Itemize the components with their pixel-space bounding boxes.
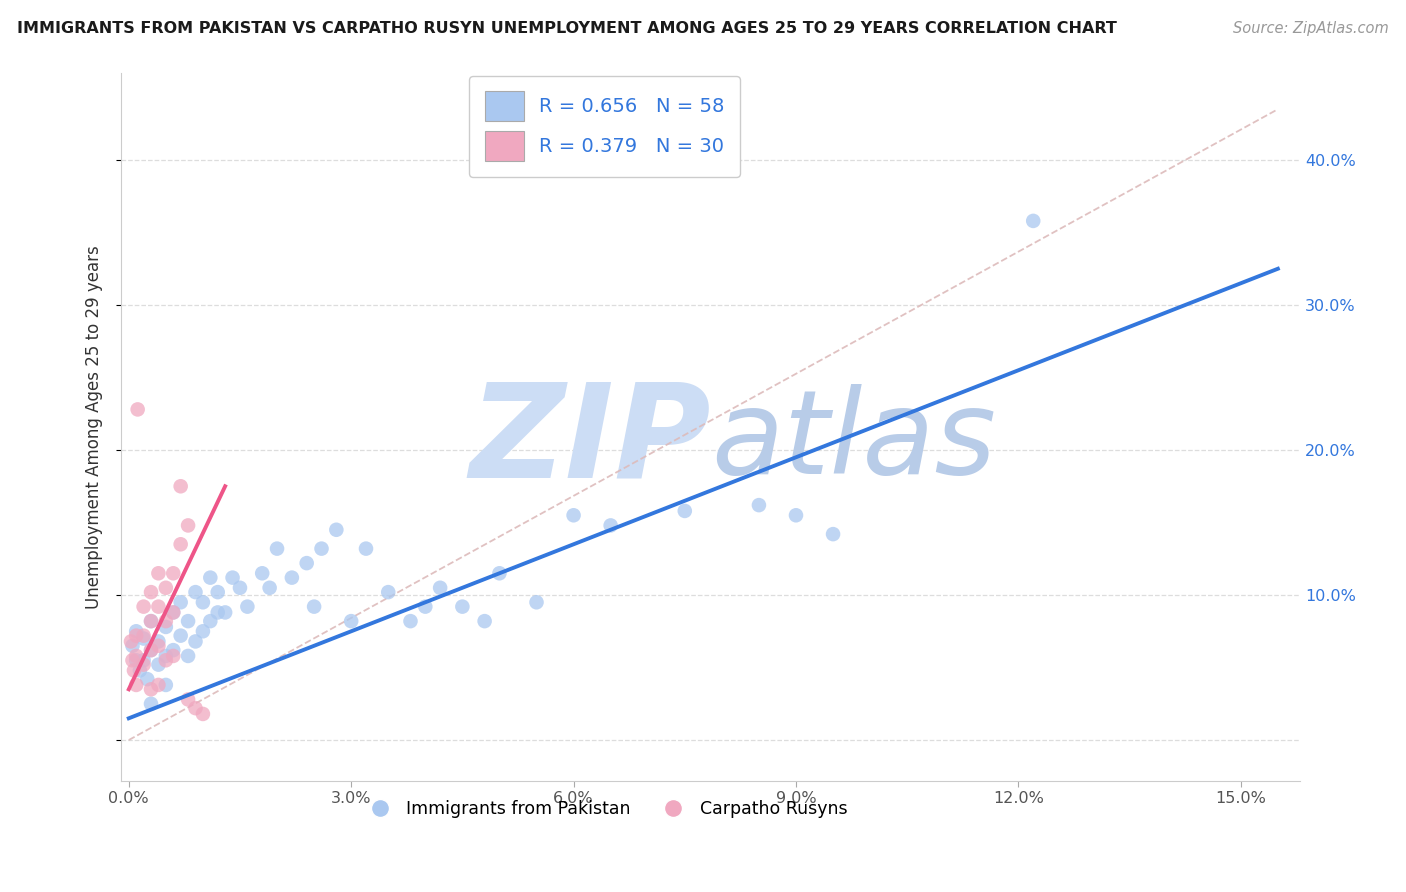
Legend: Immigrants from Pakistan, Carpatho Rusyns: Immigrants from Pakistan, Carpatho Rusyn… [356, 793, 853, 825]
Point [139, 682, 162, 697]
Point [155, 678, 177, 692]
Point [311, 541, 333, 556]
Point [148, 634, 170, 648]
Point [295, 556, 318, 570]
Point [214, 606, 236, 620]
Point [184, 701, 207, 715]
Point [139, 643, 162, 657]
Point [191, 595, 214, 609]
Point [429, 581, 451, 595]
Point [302, 599, 325, 614]
Point [281, 571, 304, 585]
Y-axis label: Unemployment Among Ages 25 to 29 years: Unemployment Among Ages 25 to 29 years [86, 245, 103, 608]
Point [266, 541, 288, 556]
Point [177, 692, 200, 706]
Point [148, 599, 170, 614]
Point [399, 614, 422, 628]
Point [451, 599, 474, 614]
Text: IMMIGRANTS FROM PAKISTAN VS CARPATHO RUSYN UNEMPLOYMENT AMONG AGES 25 TO 29 YEAR: IMMIGRANTS FROM PAKISTAN VS CARPATHO RUS… [17, 21, 1116, 37]
Point [169, 537, 191, 551]
Point [162, 566, 184, 581]
Point [148, 566, 170, 581]
Point [162, 606, 184, 620]
Point [325, 523, 347, 537]
Point [259, 581, 281, 595]
Point [200, 571, 222, 585]
Point [207, 585, 229, 599]
Point [474, 614, 496, 628]
Point [184, 634, 207, 648]
Point [125, 624, 148, 639]
Point [354, 541, 377, 556]
Point [139, 614, 162, 628]
Point [221, 571, 243, 585]
Point [125, 678, 148, 692]
Point [599, 518, 621, 533]
Point [127, 402, 149, 417]
Point [823, 527, 845, 541]
Point [132, 629, 155, 643]
Point [562, 508, 585, 523]
Point [125, 653, 148, 667]
Point [169, 595, 191, 609]
Point [162, 648, 184, 663]
Point [139, 643, 162, 657]
Text: ZIP: ZIP [470, 377, 711, 505]
Point [184, 585, 207, 599]
Point [526, 595, 548, 609]
Point [413, 599, 436, 614]
Point [673, 504, 696, 518]
Point [155, 614, 177, 628]
Point [169, 629, 191, 643]
Point [169, 479, 191, 493]
Point [200, 614, 222, 628]
Point [122, 664, 145, 678]
Point [162, 643, 184, 657]
Point [177, 614, 200, 628]
Point [340, 614, 363, 628]
Point [139, 697, 162, 711]
Point [148, 639, 170, 653]
Point [155, 581, 177, 595]
Point [136, 672, 159, 686]
Point [155, 620, 177, 634]
Point [155, 648, 177, 663]
Point [148, 678, 170, 692]
Point [121, 639, 143, 653]
Point [1022, 214, 1045, 228]
Point [488, 566, 510, 581]
Point [236, 599, 259, 614]
Point [139, 585, 162, 599]
Point [162, 606, 184, 620]
Point [191, 624, 214, 639]
Point [155, 653, 177, 667]
Point [207, 606, 229, 620]
Point [132, 632, 155, 646]
Point [132, 657, 155, 672]
Point [132, 653, 155, 667]
Text: atlas: atlas [711, 384, 995, 498]
Point [191, 706, 214, 721]
Point [785, 508, 807, 523]
Point [132, 599, 155, 614]
Point [177, 518, 200, 533]
Point [229, 581, 252, 595]
Point [139, 614, 162, 628]
Point [250, 566, 273, 581]
Point [148, 657, 170, 672]
Point [177, 648, 200, 663]
Point [128, 664, 150, 678]
Text: Source: ZipAtlas.com: Source: ZipAtlas.com [1233, 21, 1389, 37]
Point [125, 648, 148, 663]
Point [748, 498, 770, 512]
Point [120, 634, 142, 648]
Point [121, 653, 143, 667]
Point [377, 585, 399, 599]
Point [125, 629, 148, 643]
